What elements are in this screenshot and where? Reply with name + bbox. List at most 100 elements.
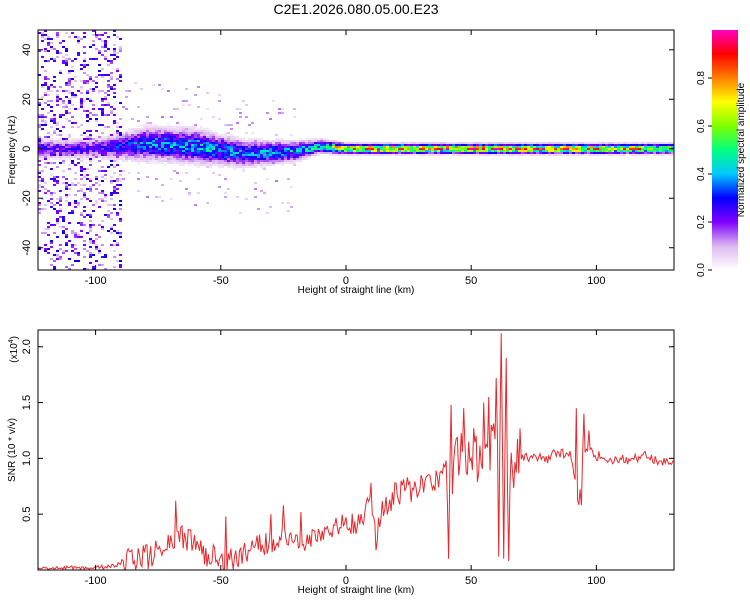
spectrogram-cell [68,108,71,110]
spectrogram-cell [551,148,554,150]
spectrogram-cell [89,154,92,156]
spectrogram-cell [107,126,110,128]
spectrogram-cell [197,164,200,166]
spectrogram-cell [107,230,110,232]
spectrogram-cell [113,58,116,60]
spectrogram-cell [485,148,488,150]
spectrogram-cell [107,214,110,216]
spectrogram-cell [227,160,230,162]
spectrogram-cell [86,138,89,140]
spectrogram-cell [296,142,299,144]
spectrogram-cell [119,204,122,206]
spectrogram-cell [191,160,194,162]
spectrogram-cell [140,156,143,158]
spectrogram-cell [128,150,131,152]
spectrogram-cell [164,126,167,128]
spectrogram-cell [65,58,68,60]
spectrogram-cell [38,138,41,140]
snr-y-tick-label: 2.0 [21,339,33,354]
spectrogram-cell [137,172,140,174]
spectrogram-cell [194,124,197,126]
spectrogram-cell [65,96,68,98]
spectrogram-cell [350,152,353,154]
spectrogram-cell [431,154,434,156]
spectrogram-cell [161,130,164,132]
spectrogram-cell [119,118,122,120]
spectrogram-cell [488,142,491,144]
spectrogram-cell [119,136,122,138]
spectrogram-cell [71,92,74,94]
spectrogram-cell [191,126,194,128]
spectrogram-cell [254,148,257,150]
spectrogram-cell [173,138,176,140]
spectrogram-cell [44,92,47,94]
spectrogram-cell [155,126,158,128]
spectrogram-cell [641,152,644,154]
spectrogram-cell [404,144,407,146]
spectrogram-cell [53,150,56,152]
spectrogram-cell [110,134,113,136]
spectrogram-cell [119,266,122,268]
spectrogram-cell [83,192,86,194]
spectrogram-cell [218,154,221,156]
spectrogram-cell [149,128,152,130]
spectrogram-cell [185,132,188,134]
spectrogram-cell [233,166,236,168]
spectrogram-cell [215,136,218,138]
spectrogram-cell [620,150,623,152]
spectrogram-cell [227,164,230,166]
spectrogram-cell [122,132,125,134]
spectrogram-cell [86,214,89,216]
spectrogram-cell [251,158,254,160]
spectrogram-cell [329,142,332,144]
spectrogram-cell [491,154,494,156]
spectrogram-cell [185,162,188,164]
spectrogram-cell [47,86,50,88]
spectrogram-cell [356,146,359,148]
spectrogram-cell [512,154,515,156]
spectrogram-cell [590,148,593,150]
spectrogram-cell [629,150,632,152]
spectrogram-cell [113,34,116,36]
spectrogram-cell [179,180,182,182]
spectrogram-cell [140,124,143,126]
spectrogram-cell [56,152,59,154]
spectrogram-cell [266,146,269,148]
spectrogram-cell [146,140,149,142]
spectrogram-cell [335,148,338,150]
spectrogram-cell [179,150,182,152]
spectrogram-cell [68,100,71,102]
spectrogram-cell [440,150,443,152]
spectrogram-cell [98,248,101,250]
spectrogram-cell [194,162,197,164]
spectrogram-cell [173,108,176,110]
spectrogram-cell [521,150,524,152]
spectrogram-cell [563,146,566,148]
spectrogram-cell [383,148,386,150]
spectrogram-cell [140,146,143,148]
spectrogram-cell [38,114,41,116]
spectrogram-cell [365,144,368,146]
spectrogram-cell [80,146,83,148]
spectrogram-cell [572,152,575,154]
spectrogram-cell [104,200,107,202]
spectrogram-cell [113,146,116,148]
spectrogram-cell [92,146,95,148]
spectrogram-cell [524,154,527,156]
spectrogram-cell [446,154,449,156]
spectrogram-cell [179,144,182,146]
spectrogram-cell [104,268,107,270]
spectrogram-cell [470,146,473,148]
spectrogram-cell [398,146,401,148]
spectrogram-cell [143,132,146,134]
spectrogram-cell [644,150,647,152]
spectrogram-cell [59,86,62,88]
spectrogram-cell [410,154,413,156]
spectrogram-cell [86,268,89,270]
spectrogram-cell [392,144,395,146]
spectrogram-cell [536,142,539,144]
spectrogram-cell [137,146,140,148]
spectrogram-cell [152,150,155,152]
spectrogram-cell [560,146,563,148]
spectrogram-cell [80,98,83,100]
